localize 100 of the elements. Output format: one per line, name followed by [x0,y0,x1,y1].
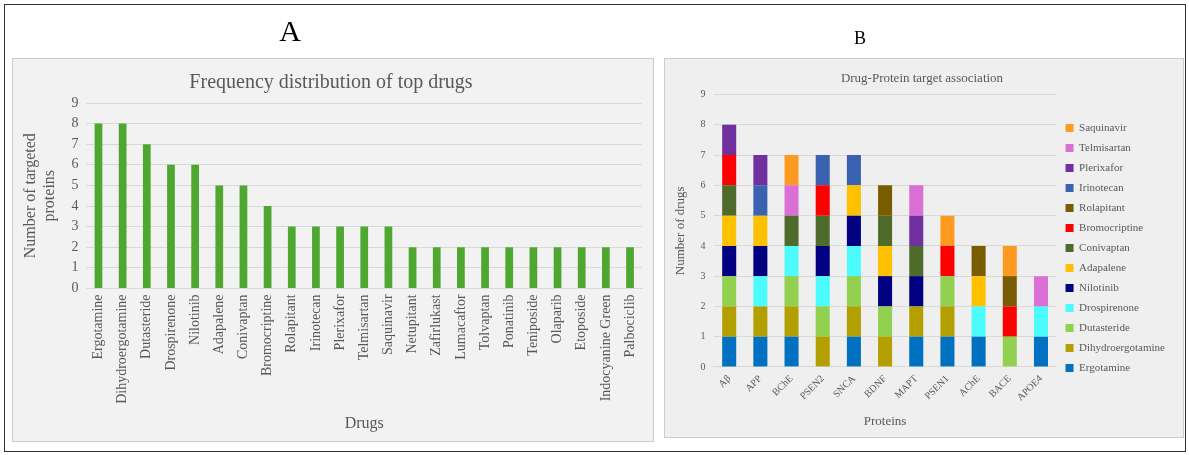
bar [971,276,986,307]
y-tick-label: 6 [700,179,706,190]
x-tick-label: Rolapitant [283,294,299,353]
bar [909,306,924,337]
legend-label: Rolapitant [1079,200,1125,213]
chart-title: Frequency distribution of top drugs [189,70,473,94]
bar [846,185,861,216]
bar [815,185,830,216]
x-tick-label: Ponatinib [500,294,516,349]
bar [753,215,768,246]
bar [784,336,799,367]
bar [846,245,861,277]
bar [360,226,369,288]
x-tick-label: Dutasteride [138,294,154,359]
bar [1033,276,1048,307]
bar [1002,245,1017,277]
bar [481,247,489,288]
bar [408,247,417,288]
bar [753,185,768,216]
legend-label: Adapalene [1079,260,1127,273]
legend-label: Bromocriptine [1079,220,1144,233]
bar [287,226,296,288]
bar [553,247,562,288]
bar [1002,276,1017,307]
text: B [853,28,867,49]
x-tick-label: Indocyanine Green [597,294,613,402]
bar [909,276,924,307]
bar [722,336,737,367]
y-tick-label: 4 [71,197,79,213]
x-tick-label: Conivaptan [235,294,251,359]
x-axis-title: Proteins [863,412,907,428]
legend-label: Irinotecan [1079,180,1125,193]
y-tick-label: 3 [700,269,706,281]
bar [722,155,737,186]
bar [94,123,103,288]
y-tick-label: 0 [700,360,706,372]
x-tick-label: Olaparib [549,294,565,344]
bar [722,124,737,156]
y-tick-label: 6 [71,156,79,172]
bar [784,245,799,277]
bar [971,245,986,277]
bar [1002,306,1017,337]
y-tick-label: 8 [700,118,706,130]
bar [1033,306,1048,337]
x-tick-label: APP [742,372,764,394]
bar [753,306,768,337]
y-tick-label: 9 [700,88,706,100]
bar [118,123,127,288]
bar [846,155,861,186]
bar [878,245,893,277]
bar [940,336,955,367]
y-tick-label: 4 [700,239,706,251]
bar [191,164,199,288]
legend-label: Nilotinib [1079,280,1120,293]
bar [263,206,272,288]
bar [529,247,538,288]
bar [626,247,634,288]
legend-label: Telmisartan [1079,140,1132,153]
y-tick-label: 5 [71,177,79,193]
y-tick-label: 2 [700,300,706,312]
x-tick-label: Netupitant [404,294,420,354]
legend-label: Conivaptan [1079,240,1131,253]
bar [784,155,799,186]
bar [815,336,830,367]
bar [846,276,861,307]
bar [722,245,737,277]
x-tick-label: Irinotecan [307,294,323,352]
bar [878,185,893,216]
bar [815,245,830,277]
x-tick-label: Nilotinib [186,294,202,345]
bar [846,215,861,246]
bar [239,185,248,288]
x-tick-label: Drospirenone [162,294,178,371]
legend-label: Saquinavir [1079,120,1128,133]
y-tick-label: 7 [71,135,79,151]
x-tick-label: Bromocriptine [259,294,275,377]
bar [940,215,955,246]
bar [142,144,151,288]
bar [909,185,924,216]
bar [784,276,799,307]
bar [784,185,799,216]
y-tick-label: 1 [700,330,706,342]
text: A [279,14,301,48]
bar [432,247,441,288]
bar [940,306,955,337]
bar [909,245,924,277]
bar [722,276,737,307]
x-axis-title: Drugs [344,413,384,432]
bar [505,247,514,288]
bar [602,247,610,288]
bar [815,306,830,337]
bar [167,164,175,288]
bar [815,276,830,307]
bar [815,155,830,186]
x-tick-label: Teniposide [525,294,541,356]
bar [940,245,955,277]
bar [971,306,986,337]
bar [878,215,893,246]
x-tick-label: Adapalene [210,294,226,355]
bar [722,306,737,337]
